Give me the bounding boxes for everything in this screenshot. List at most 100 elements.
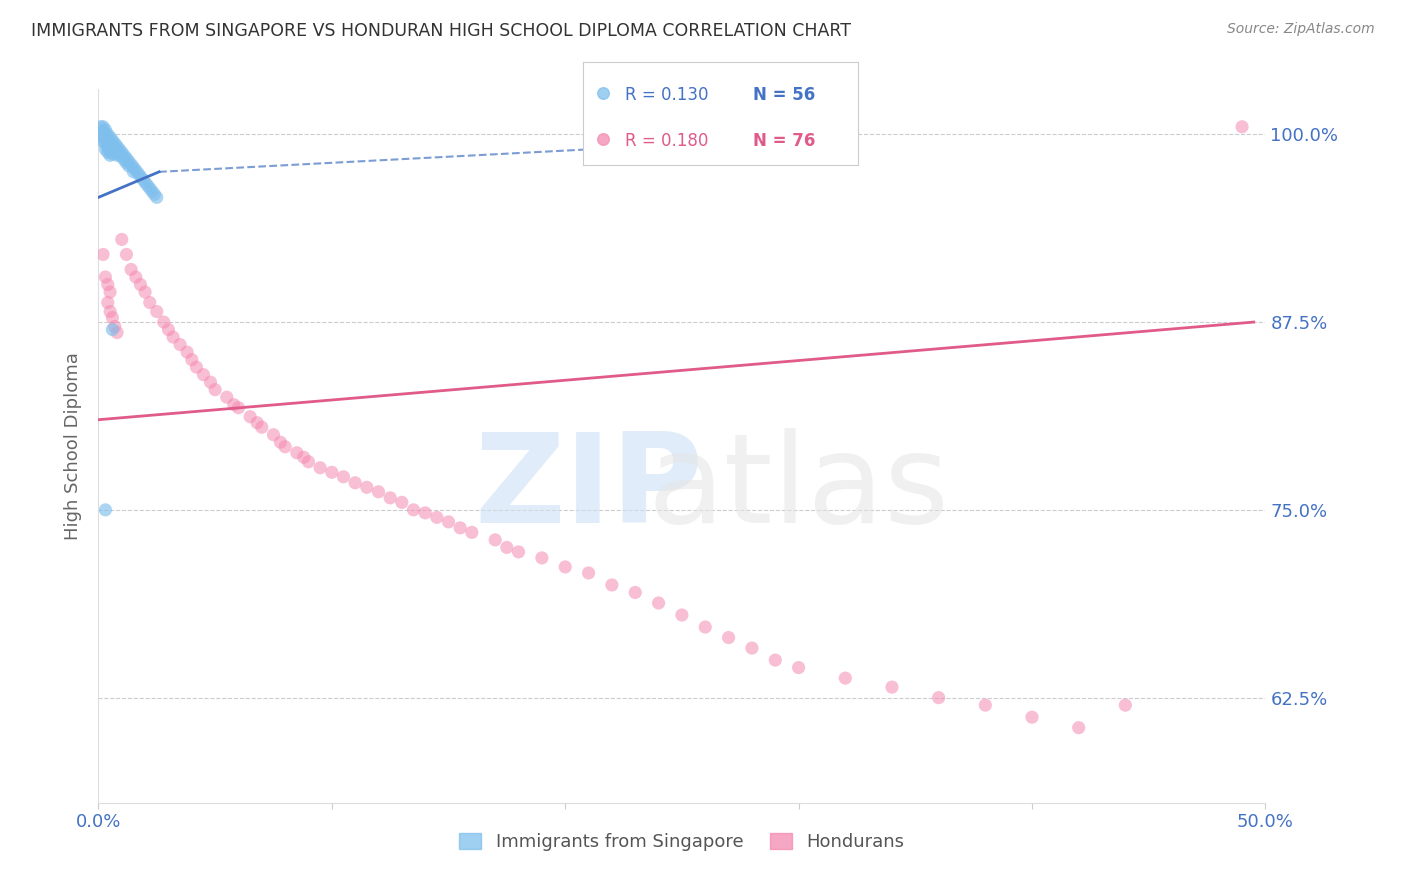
Point	[239, 409, 262, 424]
Point	[402, 503, 425, 517]
Point	[104, 145, 127, 160]
Point	[143, 187, 166, 202]
Point	[94, 142, 117, 156]
Point	[125, 163, 148, 178]
Point	[101, 310, 124, 325]
Point	[97, 295, 120, 310]
Point	[94, 136, 117, 151]
Point	[98, 148, 121, 162]
Point	[186, 360, 208, 375]
Point	[250, 420, 273, 434]
Point	[1021, 710, 1043, 724]
Text: R = 0.130: R = 0.130	[624, 87, 709, 104]
Point	[496, 541, 519, 555]
Point	[122, 161, 145, 175]
Text: N = 76: N = 76	[754, 132, 815, 151]
Point	[344, 475, 367, 490]
Point	[98, 144, 121, 158]
Point	[94, 122, 117, 136]
Point	[97, 145, 120, 160]
Point	[152, 315, 174, 329]
Point	[91, 124, 114, 138]
Point	[115, 247, 138, 261]
Point	[262, 427, 284, 442]
Point	[104, 319, 127, 334]
Point	[91, 130, 114, 145]
Point	[193, 368, 215, 382]
Point	[671, 607, 693, 622]
Point	[717, 631, 740, 645]
Point	[134, 285, 156, 299]
Point	[274, 440, 297, 454]
Point	[91, 247, 114, 261]
Point	[125, 270, 148, 285]
Point	[309, 460, 332, 475]
Point	[834, 671, 856, 685]
Point	[146, 304, 169, 318]
Point	[695, 620, 717, 634]
Point	[105, 144, 128, 158]
Point	[98, 139, 121, 153]
Point	[90, 128, 112, 142]
Point	[176, 345, 198, 359]
Text: IMMIGRANTS FROM SINGAPORE VS HONDURAN HIGH SCHOOL DIPLOMA CORRELATION CHART: IMMIGRANTS FROM SINGAPORE VS HONDURAN HI…	[31, 22, 851, 40]
Point	[449, 521, 471, 535]
Point	[592, 132, 614, 146]
Point	[97, 141, 120, 155]
Point	[928, 690, 950, 705]
Point	[1067, 721, 1090, 735]
Text: R = 0.180: R = 0.180	[624, 132, 709, 151]
Point	[115, 156, 138, 170]
Point	[112, 148, 135, 162]
Point	[120, 262, 142, 277]
Point	[162, 330, 184, 344]
Point	[356, 480, 378, 494]
Point	[105, 148, 128, 162]
Point	[141, 185, 163, 199]
Point	[101, 142, 124, 156]
Point	[157, 322, 180, 336]
Point	[592, 87, 614, 101]
Point	[200, 375, 222, 389]
Point	[146, 190, 169, 204]
Point	[105, 326, 128, 340]
Point	[426, 510, 449, 524]
Legend: Immigrants from Singapore, Hondurans: Immigrants from Singapore, Hondurans	[453, 825, 911, 858]
Point	[104, 136, 127, 151]
Point	[169, 337, 191, 351]
Point	[974, 698, 997, 713]
Point	[108, 142, 131, 156]
Point	[118, 154, 141, 169]
Point	[132, 172, 155, 186]
Point	[228, 401, 250, 415]
Point	[139, 295, 162, 310]
Point	[98, 135, 121, 149]
Point	[484, 533, 506, 547]
Point	[94, 503, 117, 517]
Point	[97, 277, 120, 292]
Point	[97, 136, 120, 151]
Point	[108, 146, 131, 161]
Point	[763, 653, 786, 667]
Point	[112, 153, 135, 167]
Point	[246, 416, 269, 430]
Point	[90, 120, 112, 134]
Point	[367, 484, 389, 499]
Point	[120, 157, 142, 171]
Text: atlas: atlas	[648, 428, 949, 549]
Point	[101, 133, 124, 147]
Point	[111, 145, 134, 160]
Point	[321, 465, 343, 479]
Point	[204, 383, 226, 397]
Point	[101, 322, 124, 336]
Point	[508, 545, 530, 559]
Point	[530, 550, 553, 565]
Point	[98, 130, 121, 145]
Point	[180, 352, 202, 367]
Point	[461, 525, 484, 540]
Point	[101, 146, 124, 161]
Point	[1114, 698, 1136, 713]
Point	[437, 515, 460, 529]
Point	[1230, 120, 1253, 134]
Point	[118, 159, 141, 173]
